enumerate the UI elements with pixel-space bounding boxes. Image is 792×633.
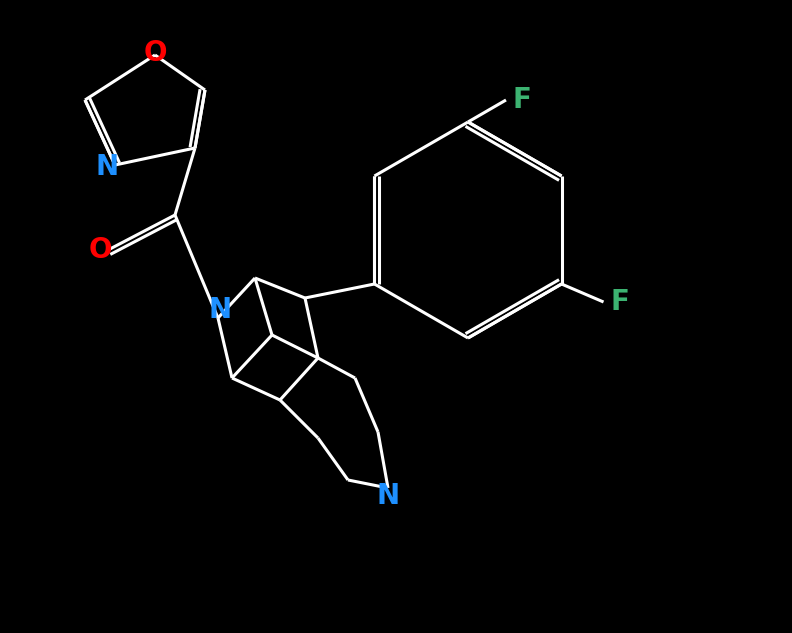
Text: F: F: [512, 86, 531, 114]
Text: F: F: [610, 288, 629, 316]
Text: O: O: [143, 39, 167, 67]
Text: N: N: [208, 296, 231, 324]
Text: N: N: [96, 153, 119, 181]
Text: O: O: [88, 236, 112, 264]
Text: N: N: [376, 482, 399, 510]
